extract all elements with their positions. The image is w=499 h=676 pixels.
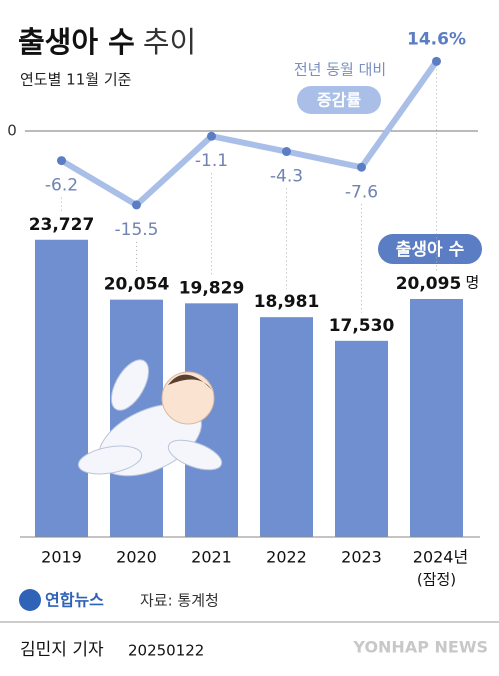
x-tick-label: 2021 [191, 548, 232, 567]
baby-arm [110, 359, 150, 411]
byline: 김민지 기자 [20, 640, 104, 660]
watermark: YONHAP NEWS [352, 638, 488, 657]
line-value-label: 14.6% [407, 29, 466, 49]
line-badge-bg [297, 86, 381, 114]
line-marker [282, 147, 291, 157]
bar-value-label: 20,095 [396, 274, 462, 294]
unit-label: 명 [466, 273, 480, 291]
line-value-label: -1.1 [195, 151, 228, 171]
x-tick-label: 2024년 [413, 548, 468, 567]
line-marker [132, 200, 141, 210]
line [59, 59, 439, 208]
bar-badge-bg [378, 234, 482, 264]
x-tick-label: 2022 [266, 548, 307, 567]
logo: 연합뉴스 [45, 591, 104, 610]
chart-title: 출생아 수 추이 [18, 25, 196, 59]
baby-head [161, 371, 215, 425]
bar-value-label: 20,054 [104, 275, 170, 295]
bar-value-label: 19,829 [179, 278, 245, 298]
line-value-label: -15.5 [115, 220, 159, 240]
logo-icon [19, 589, 41, 611]
baby-illustration [77, 359, 223, 477]
line-marker [207, 131, 216, 141]
x-tick-label: 2023 [341, 548, 382, 567]
bar-value-label: 23,727 [29, 215, 95, 235]
baby-arm [167, 439, 223, 471]
title-main: 출생아 수 [18, 25, 135, 59]
source: 자료: 통계청 [140, 592, 219, 610]
line-marker [432, 56, 441, 66]
x-tick-note: (잠정) [417, 571, 456, 589]
line-marker [57, 156, 66, 166]
bar [335, 340, 388, 537]
title-suffix: 추이 [143, 25, 196, 59]
line-value-label: -6.2 [45, 176, 78, 196]
bar [410, 298, 463, 537]
baby-leg [77, 445, 143, 475]
line-label: 전년 동월 대비 [294, 61, 386, 79]
date: 20250122 [128, 642, 204, 660]
line-value-label: -7.6 [345, 182, 378, 202]
subtitle: 연도별 11월 기준 [20, 71, 132, 89]
x-tick-label: 2019 [41, 548, 82, 567]
y2-tick-label: 0 [7, 122, 17, 140]
x-tick-label: 2020 [116, 548, 157, 567]
bar-value-label: 17,530 [329, 316, 395, 336]
line-marker [357, 162, 366, 172]
bar-badge: 출생아 수 [396, 240, 465, 260]
line-badge: 증감률 [317, 91, 361, 110]
line-value-label: -4.3 [270, 167, 303, 187]
bar [260, 317, 313, 537]
bar-value-label: 18,981 [254, 292, 320, 312]
bar [35, 239, 88, 537]
baby-hair [168, 374, 212, 390]
